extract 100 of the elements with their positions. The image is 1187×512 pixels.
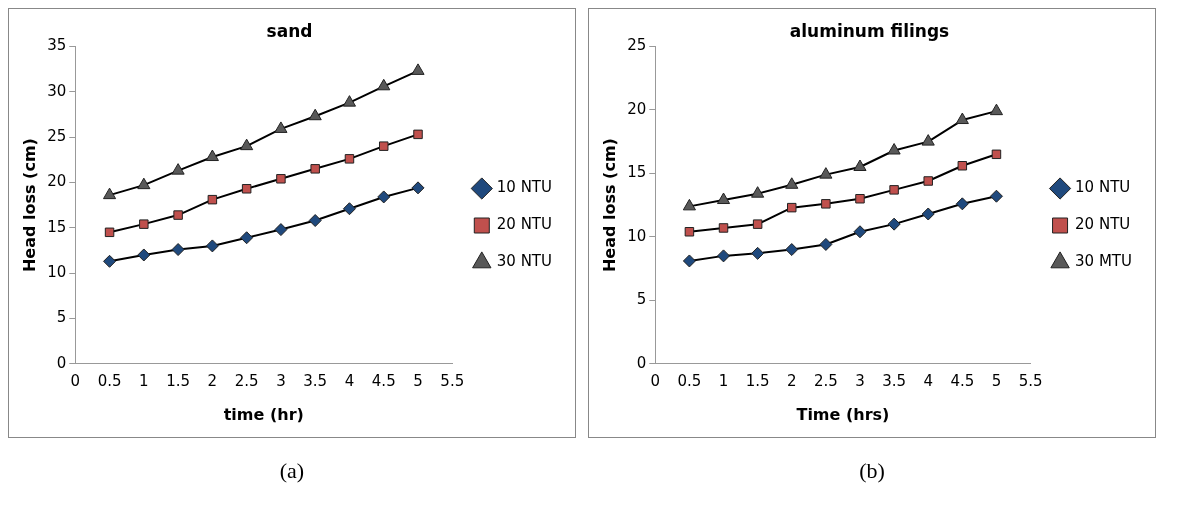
x-tick-label: 4	[923, 371, 933, 390]
chart-title: aluminum filings	[789, 20, 950, 41]
point	[137, 248, 151, 262]
x-tick-label: 2	[786, 371, 797, 390]
x-tick-label: 4.5	[371, 371, 396, 390]
point	[276, 174, 286, 184]
point	[853, 159, 867, 172]
legend-label: 30 NTU	[496, 252, 552, 271]
point	[751, 186, 765, 198]
x-tick-label: 0	[70, 371, 81, 390]
point	[716, 192, 731, 205]
point	[717, 249, 731, 263]
point	[413, 129, 423, 140]
point	[205, 149, 219, 162]
y-axis-title: Head loss (cm)	[19, 138, 39, 273]
x-tick-label: 3	[276, 371, 286, 390]
y-tick-label: 20	[627, 99, 647, 118]
x-tick-label: 2.5	[813, 371, 838, 390]
text: (b)	[858, 458, 886, 484]
y-axis-title: Head loss (cm)	[599, 138, 619, 273]
y-tick-label: 30	[47, 81, 67, 100]
point	[171, 163, 185, 175]
point	[821, 199, 831, 209]
point	[853, 225, 867, 239]
y-tick-label: 5	[56, 308, 67, 327]
x-tick-label: 0	[650, 371, 661, 390]
x-tick-label: 4.5	[950, 371, 975, 390]
x-tick-label: 3	[855, 371, 865, 390]
point	[887, 217, 901, 231]
point	[377, 78, 391, 91]
point	[921, 207, 935, 221]
point	[240, 138, 254, 151]
point	[752, 219, 763, 229]
point	[955, 197, 969, 211]
x-tick-label: 5.5	[440, 371, 465, 390]
x-tick-label: 1	[139, 371, 149, 390]
y-tick-label: 10	[47, 263, 67, 281]
point	[240, 231, 254, 245]
text: (a)	[278, 458, 306, 484]
y-tick-label: 0	[56, 353, 67, 372]
point	[889, 185, 899, 195]
point	[173, 210, 183, 220]
x-tick-label: 0.5	[677, 371, 702, 390]
point	[957, 161, 968, 171]
point	[787, 202, 797, 213]
point	[682, 254, 696, 268]
x-tick-label: 0.5	[97, 371, 122, 390]
point	[887, 143, 901, 155]
point	[310, 164, 320, 174]
x-tick-label: 4	[344, 371, 355, 390]
point	[103, 254, 117, 268]
y-tick-label: 0	[636, 353, 647, 372]
y-tick-label: 25	[627, 36, 647, 55]
x-tick-label: 5	[413, 371, 423, 390]
point	[103, 187, 117, 200]
y-tick-label: 5	[636, 290, 647, 309]
point	[989, 189, 1003, 203]
point	[955, 112, 969, 125]
point	[207, 194, 218, 205]
point	[139, 219, 149, 229]
point	[241, 184, 252, 194]
point	[718, 223, 729, 233]
x-tick-label: 2	[207, 371, 218, 390]
point	[308, 214, 322, 228]
point	[308, 108, 322, 121]
point	[682, 198, 696, 211]
x-tick-label: 1.5	[166, 371, 191, 390]
point	[379, 141, 389, 151]
point	[921, 134, 935, 146]
y-tick-label: 25	[47, 126, 67, 145]
point	[205, 239, 219, 253]
point	[411, 63, 425, 75]
x-tick-label: 2.5	[234, 371, 259, 390]
point	[991, 149, 1002, 160]
point	[171, 243, 185, 257]
x-tick-label: 5.5	[1018, 371, 1043, 390]
point	[819, 167, 833, 179]
legend-label: 10 NTU	[496, 178, 552, 197]
point	[137, 177, 151, 190]
point	[342, 95, 357, 107]
point	[377, 190, 391, 204]
point	[274, 223, 288, 237]
x-tick-label: 5	[991, 371, 1002, 390]
y-tick-label: 10	[627, 226, 647, 245]
legend-label: 30 MTU	[1075, 252, 1133, 271]
point	[989, 103, 1004, 116]
point	[342, 202, 356, 216]
x-tick-label: 3.5	[882, 371, 907, 390]
x-axis-title: Time (hrs)	[796, 404, 890, 424]
point	[785, 177, 799, 189]
point	[923, 176, 933, 186]
point	[684, 227, 695, 237]
x-tick-label: 3.5	[303, 371, 328, 390]
point	[411, 181, 425, 195]
legend-label: 20 NTU	[1075, 215, 1131, 234]
point	[785, 243, 799, 257]
point	[751, 246, 765, 260]
point	[274, 121, 288, 133]
chart-title: sand	[266, 20, 313, 41]
legend-label: 20 NTU	[496, 215, 552, 234]
